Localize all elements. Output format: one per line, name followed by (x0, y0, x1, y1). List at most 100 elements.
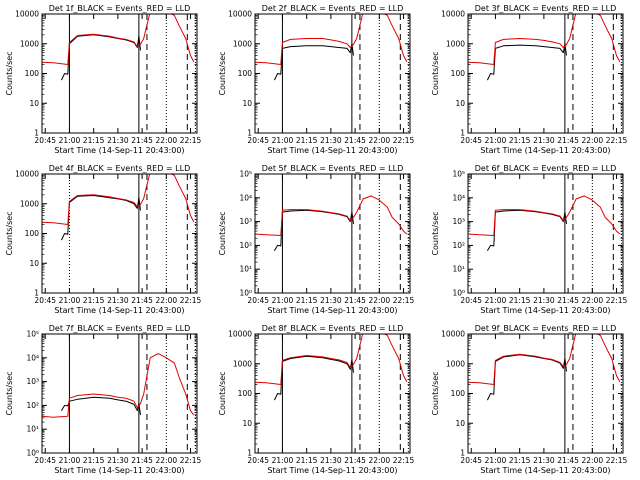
chart-title: Det 9f_BLACK = Events_RED = LLD (475, 324, 616, 333)
y-tick-label: 1 (247, 129, 252, 138)
plot-area (255, 174, 409, 293)
y-tick-label: 10⁴ (239, 193, 252, 202)
chart-panel: Det 4f_BLACK = Events_RED = LLD Counts/se… (5, 164, 202, 315)
x-axis-label: Start Time (14-Sep-11 20:43:00) (54, 306, 184, 315)
x-axis-label: Start Time (14-Sep-11 20:43:00) (267, 146, 397, 155)
x-tick-label: 20:45 (460, 456, 482, 465)
plot-area (468, 14, 622, 133)
y-axis-label: Counts/sec (218, 371, 227, 415)
x-axis-label: Start Time (14-Sep-11 20:43:00) (480, 306, 610, 315)
x-tick-label: 21:00 (272, 296, 294, 305)
y-axis-label: Counts/sec (5, 371, 14, 415)
x-tick-label: 21:45 (131, 456, 153, 465)
x-tick-label: 22:15 (180, 136, 202, 145)
y-tick-label: 10000 (441, 330, 465, 339)
x-tick-label: 21:30 (107, 456, 129, 465)
x-tick-label: 20:45 (34, 456, 56, 465)
x-tick-label: 21:00 (485, 456, 507, 465)
y-tick-label: 10000 (228, 10, 252, 19)
x-tick-label: 22:00 (582, 296, 604, 305)
x-tick-label: 22:15 (393, 136, 415, 145)
axes-frame (41, 333, 198, 454)
x-tick-label: 21:15 (509, 136, 531, 145)
y-axis-label: Counts/sec (5, 211, 14, 255)
x-tick-label: 21:15 (83, 296, 105, 305)
y-tick-label: 10⁰ (452, 289, 465, 298)
series-line-events (486, 354, 567, 401)
x-tick-label: 21:30 (107, 136, 129, 145)
x-tick-label: 21:00 (59, 456, 81, 465)
plot-area (42, 174, 196, 293)
y-tick-label: 1000 (446, 39, 465, 48)
y-tick-label: 10 (455, 419, 465, 428)
y-tick-label: 10⁰ (26, 449, 39, 458)
x-tick-label: 22:15 (180, 456, 202, 465)
y-tick-label: 10¹ (26, 425, 39, 434)
x-tick-label: 21:30 (320, 136, 342, 145)
x-tick-label: 22:15 (606, 296, 628, 305)
plot-area (468, 174, 622, 293)
y-tick-label: 100 (238, 69, 253, 78)
series-line-events (273, 209, 354, 251)
x-axis-label: Start Time (14-Sep-11 20:43:00) (267, 466, 397, 475)
chart-title: Det 1f_BLACK = Events_RED = LLD (49, 4, 190, 13)
y-tick-label: 10000 (15, 170, 39, 179)
series-line-lld (468, 14, 621, 65)
y-tick-label: 1000 (20, 39, 39, 48)
y-tick-label: 10⁴ (26, 353, 39, 362)
y-tick-label: 10¹ (239, 265, 252, 274)
chart-title: Det 8f_BLACK = Events_RED = LLD (262, 324, 403, 333)
y-tick-label: 10² (452, 241, 465, 250)
plot-area (468, 334, 622, 453)
chart-title: Det 2f_BLACK = Events_RED = LLD (262, 4, 403, 13)
chart-panel: Det 7f_BLACK = Events_RED = LLD Counts/se… (5, 324, 202, 475)
x-tick-label: 22:00 (156, 136, 178, 145)
x-tick-label: 21:15 (83, 456, 105, 465)
x-tick-label: 20:45 (460, 136, 482, 145)
chart-title: Det 4f_BLACK = Events_RED = LLD (49, 164, 190, 173)
y-tick-label: 10000 (15, 10, 39, 19)
x-tick-label: 20:45 (34, 136, 56, 145)
y-tick-label: 100 (25, 69, 40, 78)
y-tick-label: 1 (34, 129, 39, 138)
y-axis-label: Counts/sec (431, 371, 440, 415)
y-tick-label: 10² (26, 401, 39, 410)
x-tick-label: 21:30 (533, 296, 555, 305)
y-tick-label: 10³ (26, 377, 39, 386)
x-tick-label: 21:30 (320, 296, 342, 305)
series-line-lld (42, 14, 195, 65)
x-tick-label: 20:45 (247, 456, 269, 465)
plot-area (42, 334, 196, 453)
x-tick-label: 21:15 (509, 456, 531, 465)
x-tick-label: 21:30 (533, 136, 555, 145)
x-tick-label: 21:45 (557, 456, 579, 465)
y-tick-label: 100 (25, 229, 40, 238)
y-tick-label: 100 (238, 389, 253, 398)
axes-frame (41, 13, 198, 134)
axes-frame (467, 173, 624, 294)
x-tick-label: 21:00 (272, 456, 294, 465)
chart-panel: Det 9f_BLACK = Events_RED = LLD Counts/se… (431, 324, 628, 475)
x-tick-label: 22:00 (369, 296, 391, 305)
chart-title: Det 3f_BLACK = Events_RED = LLD (475, 4, 616, 13)
x-tick-label: 21:45 (344, 456, 366, 465)
series-line-events (486, 209, 567, 251)
x-tick-label: 21:30 (107, 296, 129, 305)
x-tick-label: 22:00 (156, 456, 178, 465)
y-tick-label: 10000 (441, 10, 465, 19)
series-line-events (273, 355, 354, 401)
plot-area (42, 14, 196, 133)
series-line-events (60, 195, 141, 241)
x-tick-label: 22:00 (369, 136, 391, 145)
axes-frame (254, 173, 411, 294)
x-tick-label: 22:00 (582, 456, 604, 465)
series-line-lld (42, 174, 195, 225)
x-tick-label: 21:00 (485, 136, 507, 145)
x-tick-label: 22:00 (582, 136, 604, 145)
y-axis-label: Counts/sec (218, 211, 227, 255)
chart-title: Det 5f_BLACK = Events_RED = LLD (262, 164, 403, 173)
y-tick-label: 10² (239, 241, 252, 250)
series-line-lld (42, 353, 195, 418)
chart-title: Det 7f_BLACK = Events_RED = LLD (49, 324, 190, 333)
chart-title: Det 6f_BLACK = Events_RED = LLD (475, 164, 616, 173)
